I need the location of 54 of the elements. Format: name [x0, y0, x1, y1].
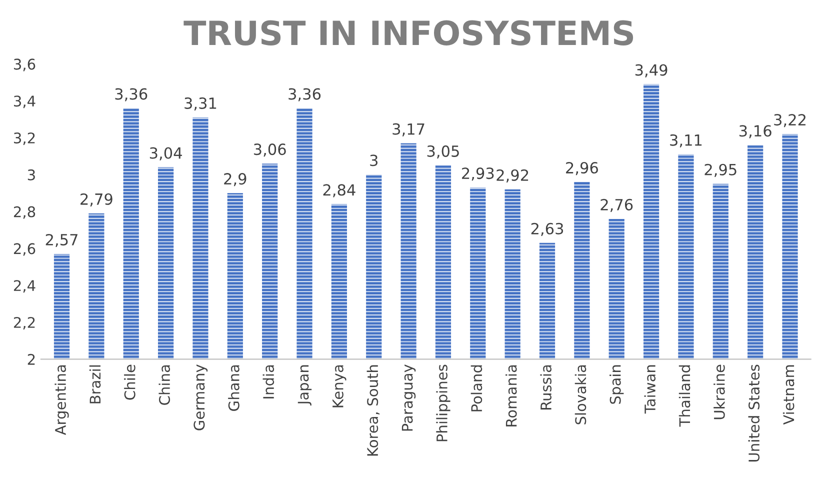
y-tick-label: 3 [28, 169, 35, 180]
x-tick-label: Taiwan [644, 365, 656, 414]
x-tick-label: Paraguay [402, 364, 416, 431]
data-label: 2,96 [566, 162, 598, 176]
x-tick-label: Ukraine [714, 364, 725, 420]
data-label: 3 [370, 154, 378, 166]
y-tick-label: 3,6 [14, 58, 36, 72]
x-tick-label: Kenya [332, 365, 346, 408]
data-label: 3,06 [254, 144, 286, 157]
x-tick-label: Chile [124, 364, 136, 400]
data-label: 3,17 [392, 123, 424, 136]
data-label: 2,9 [224, 173, 246, 186]
data-label: 2,93 [462, 168, 494, 181]
data-label: 3,05 [427, 145, 459, 158]
y-tick-label: 2 [28, 354, 35, 365]
x-tick-label: India [262, 365, 274, 398]
data-label: 2,79 [80, 193, 112, 206]
x-tick-label: Philippines [436, 364, 450, 442]
y-tick-label: 3,2 [14, 132, 35, 145]
y-tick-label: 2,8 [14, 206, 36, 219]
x-tick-label: Korea, South [366, 365, 380, 456]
x-tick-label: United States [748, 364, 760, 462]
x-tick-label: Thailand [678, 365, 690, 427]
x-tick-label: Russia [540, 365, 552, 410]
x-tick-label: Slovakia [574, 365, 586, 424]
data-label: 2,92 [496, 169, 528, 182]
data-label: 3,04 [150, 147, 182, 160]
x-tick-label: Romania [506, 365, 517, 426]
x-tick-label: Brazil [89, 365, 101, 404]
x-tick-label: Germany [194, 364, 208, 430]
x-tick-label: Vietnam [782, 365, 794, 425]
x-tick-label: Poland [470, 365, 482, 412]
data-label: 3,11 [670, 134, 702, 148]
data-label: 2,76 [600, 198, 633, 212]
data-label: 2,63 [531, 222, 564, 236]
data-label: 3,49 [635, 64, 668, 78]
y-tick-label: 2,4 [14, 280, 36, 293]
data-label: 3,31 [184, 97, 216, 111]
chart-title: TRUST IN INFOSYSTEMS [184, 20, 634, 46]
data-label: 3,16 [739, 125, 772, 138]
data-label: 3,36 [288, 88, 321, 102]
x-tick-label: Japan [298, 365, 312, 406]
data-label: 2,95 [704, 164, 736, 177]
data-label: 2,84 [323, 184, 356, 198]
data-label: 3,22 [774, 114, 806, 128]
x-tick-label: Spain [610, 365, 624, 404]
y-tick-label: 3,4 [14, 96, 36, 108]
data-label: 2,57 [46, 234, 78, 248]
y-tick-label: 2,2 [14, 316, 35, 330]
y-tick-label: 2,6 [14, 243, 36, 256]
data-label: 3,36 [115, 88, 148, 102]
x-tick-label: Ghana [228, 365, 240, 411]
x-tick-label: Argentina [54, 365, 69, 436]
x-tick-label: China [158, 365, 170, 405]
